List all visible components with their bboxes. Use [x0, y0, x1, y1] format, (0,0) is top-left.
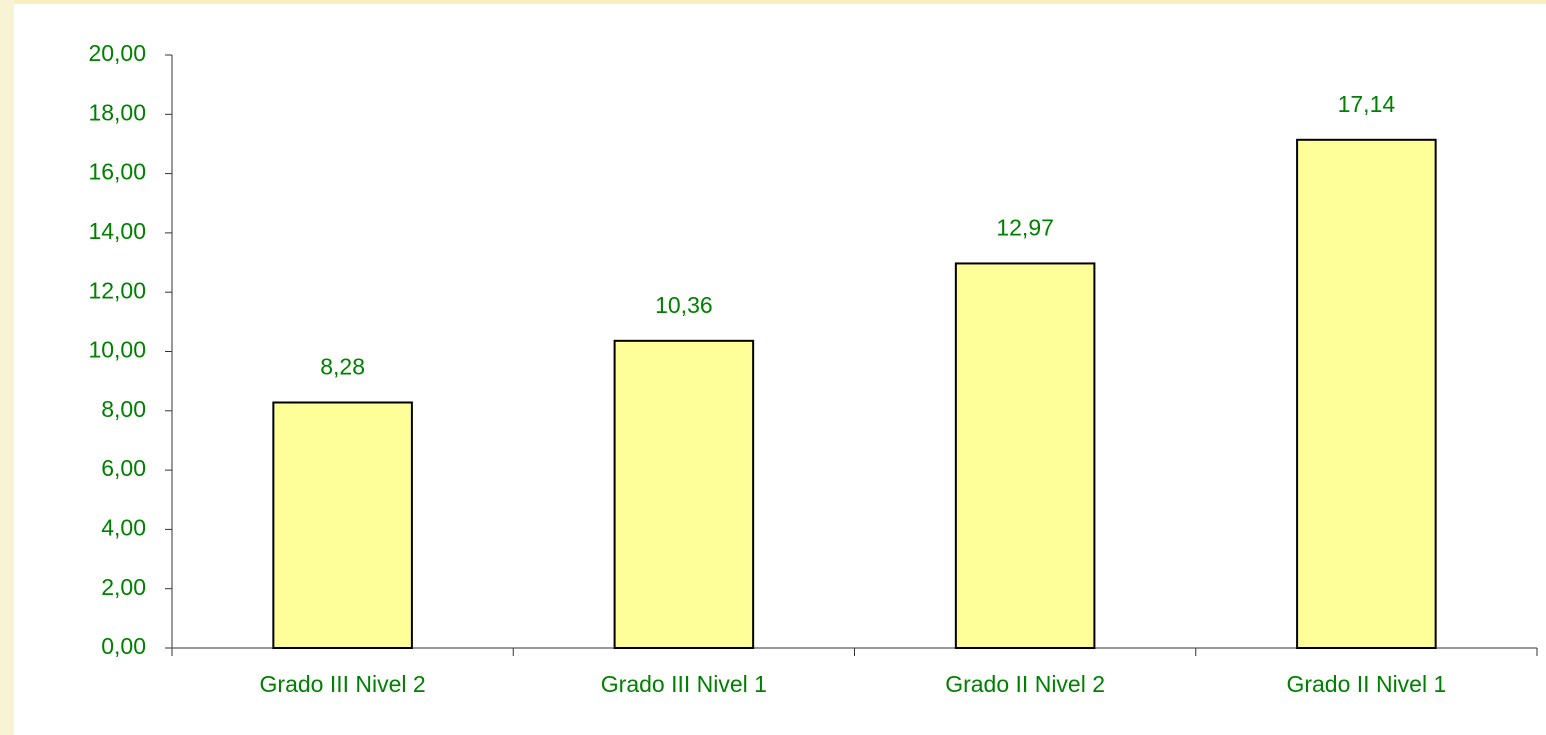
y-tick-label: 4,00: [101, 514, 146, 540]
y-tick-label: 20,00: [88, 40, 146, 66]
value-label: 10,36: [655, 292, 713, 318]
value-label: 12,97: [996, 215, 1054, 241]
y-tick-label: 6,00: [101, 455, 146, 481]
y-tick-label: 8,00: [101, 396, 146, 422]
x-tick-label: Grado III Nivel 2: [260, 671, 426, 697]
bar: [1296, 138, 1437, 649]
frame-top: [0, 0, 1546, 4]
x-tick-label: Grado III Nivel 1: [601, 671, 767, 697]
frame-left: [0, 0, 14, 735]
y-tick-label: 12,00: [88, 277, 146, 303]
value-label: 8,28: [320, 354, 365, 380]
y-tick-label: 10,00: [88, 337, 146, 363]
bar: [613, 339, 755, 649]
value-label: 17,14: [1338, 91, 1396, 117]
bar: [272, 401, 413, 649]
y-tick-label: 14,00: [88, 218, 146, 244]
y-tick-label: 16,00: [88, 159, 146, 185]
x-tick-label: Grado II Nivel 2: [945, 671, 1105, 697]
y-tick-label: 18,00: [88, 99, 146, 125]
y-tick-label: 0,00: [101, 633, 146, 659]
y-tick-label: 2,00: [101, 574, 146, 600]
x-tick-label: Grado II Nivel 1: [1286, 671, 1446, 697]
bar: [954, 262, 1096, 649]
